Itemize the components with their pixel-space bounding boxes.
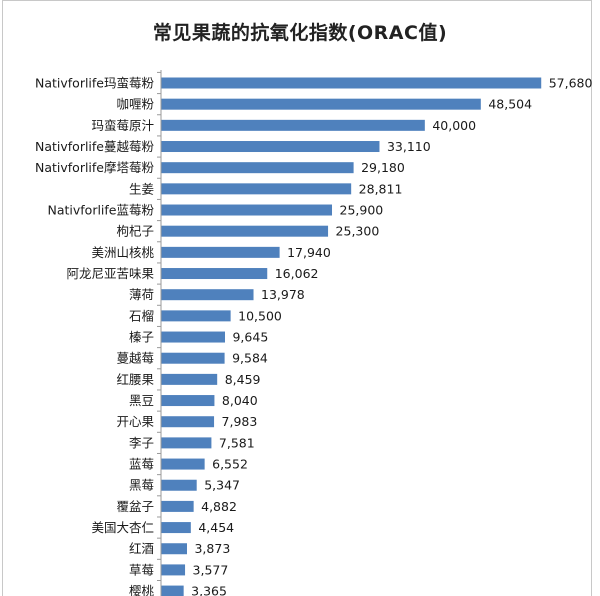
value-label: 4,454 <box>198 520 234 535</box>
bar-18 <box>161 458 205 470</box>
value-label: 3,365 <box>191 584 227 596</box>
category-label: Nativforlife玛蛮莓粉 <box>35 76 155 91</box>
value-label: 57,680 <box>549 76 593 91</box>
bar-24 <box>161 585 184 596</box>
value-label: 8,459 <box>225 372 261 387</box>
category-label: 生姜 <box>129 181 154 196</box>
bar-17 <box>161 437 212 449</box>
value-label: 28,811 <box>359 181 403 196</box>
bar-9 <box>161 268 268 280</box>
value-label: 3,577 <box>193 562 229 577</box>
value-label: 9,584 <box>232 351 268 366</box>
category-label: 覆盆子 <box>116 499 154 514</box>
value-label: 10,500 <box>238 308 282 323</box>
chart-title: 常见果蔬的抗氧化指数(ORAC值) <box>152 22 448 44</box>
bar-2 <box>161 119 425 131</box>
bar-16 <box>161 416 215 428</box>
chart-marks: Nativforlife玛蛮莓粉 57,680 咖喱粉 48,504 玛蛮莓原汁 40,0… <box>35 70 593 596</box>
category-label: 薄荷 <box>129 287 154 302</box>
value-label: 40,000 <box>432 118 476 133</box>
category-label: 红腰果 <box>116 372 154 387</box>
category-label: 蔓越莓 <box>116 351 154 366</box>
category-label: Nativforlife蔓越莓粉 <box>35 139 155 154</box>
bar-4 <box>161 162 354 174</box>
bar-10 <box>161 289 254 301</box>
category-label: 咖喱粉 <box>116 97 154 112</box>
category-label: Nativforlife蓝莓粉 <box>47 203 154 218</box>
bar-19 <box>161 479 197 491</box>
value-label: 33,110 <box>387 139 431 154</box>
bar-22 <box>161 543 187 555</box>
bar-1 <box>161 98 481 110</box>
category-label: 枸杞子 <box>116 224 154 239</box>
bar-20 <box>161 500 194 512</box>
bar-23 <box>161 564 186 576</box>
category-label: 草莓 <box>129 562 154 577</box>
bar-8 <box>161 246 280 258</box>
category-label: Nativforlife摩塔莓粉 <box>35 160 155 175</box>
category-label: 黑莓 <box>129 478 154 493</box>
bar-3 <box>161 141 380 153</box>
category-label: 黑豆 <box>129 393 154 408</box>
value-label: 6,552 <box>212 457 248 472</box>
category-label: 开心果 <box>116 414 154 429</box>
category-label: 樱桃 <box>129 584 155 596</box>
bar-21 <box>161 522 191 534</box>
value-label: 48,504 <box>488 97 532 112</box>
category-label: 阿龙尼亚苦味果 <box>66 266 154 281</box>
bar-11 <box>161 310 231 322</box>
value-label: 17,940 <box>287 245 331 260</box>
value-label: 16,062 <box>275 266 319 281</box>
value-label: 4,882 <box>201 499 237 514</box>
value-label: 3,873 <box>194 541 230 556</box>
value-label: 29,180 <box>361 160 405 175</box>
bar-5 <box>161 183 352 195</box>
category-label: 美洲山核桃 <box>91 245 154 260</box>
value-label: 25,300 <box>336 224 380 239</box>
category-label: 蓝莓 <box>129 457 154 472</box>
category-label: 李子 <box>129 435 154 450</box>
category-label: 美国大杏仁 <box>91 520 154 535</box>
bar-12 <box>161 331 225 343</box>
value-label: 5,347 <box>204 478 240 493</box>
value-label: 25,900 <box>340 203 384 218</box>
bar-0 <box>161 77 542 89</box>
category-label: 榛子 <box>129 330 154 345</box>
bar-7 <box>161 225 329 237</box>
value-label: 7,983 <box>222 414 258 429</box>
value-label: 9,645 <box>232 330 268 345</box>
category-label: 玛蛮莓原汁 <box>91 118 154 133</box>
bar-15 <box>161 395 215 407</box>
category-label: 石榴 <box>129 308 154 323</box>
value-label: 13,978 <box>261 287 305 302</box>
bar-13 <box>161 352 225 364</box>
bar-14 <box>161 373 218 385</box>
category-label: 红酒 <box>129 541 154 556</box>
value-label: 8,040 <box>222 393 258 408</box>
value-label: 7,581 <box>219 435 255 450</box>
bar-6 <box>161 204 333 216</box>
